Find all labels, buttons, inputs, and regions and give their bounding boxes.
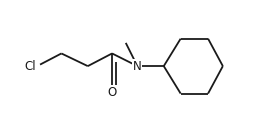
Text: Cl: Cl: [25, 60, 36, 73]
Text: N: N: [133, 60, 142, 73]
Text: O: O: [107, 86, 117, 99]
